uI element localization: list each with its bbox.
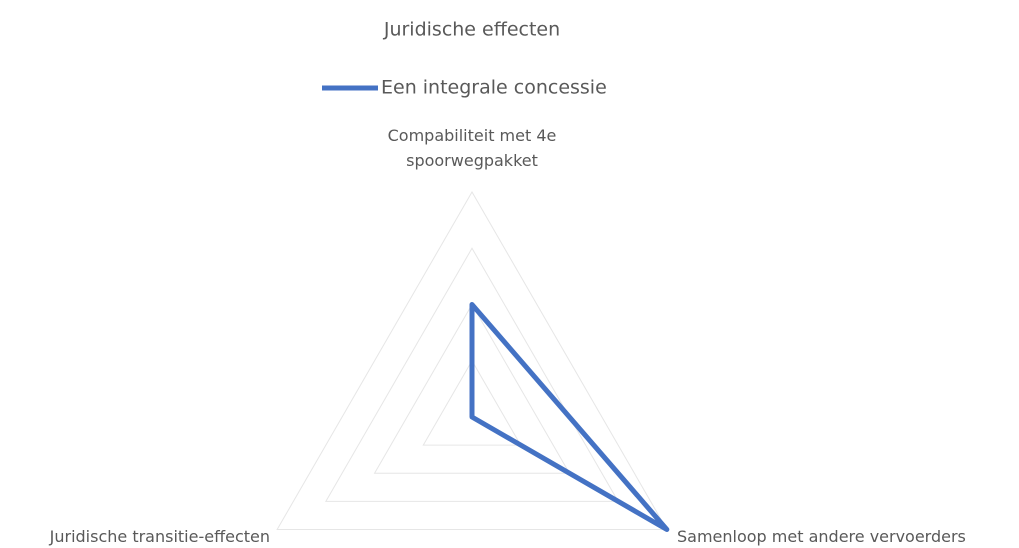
legend-label: Een integrale concessie <box>381 77 607 99</box>
series-line <box>469 302 670 532</box>
grid-ring <box>373 303 571 474</box>
chart-title: Juridische effecten <box>383 19 560 41</box>
grid-ring <box>422 359 522 446</box>
grid-ring <box>276 190 668 530</box>
grid-ring <box>324 247 620 502</box>
axis-label: Juridische transitie-effecten <box>49 527 270 546</box>
axis-label: Samenloop met andere vervoerders <box>677 527 966 546</box>
axis-label: Compabiliteit met 4e spoorwegpakket <box>387 126 557 170</box>
